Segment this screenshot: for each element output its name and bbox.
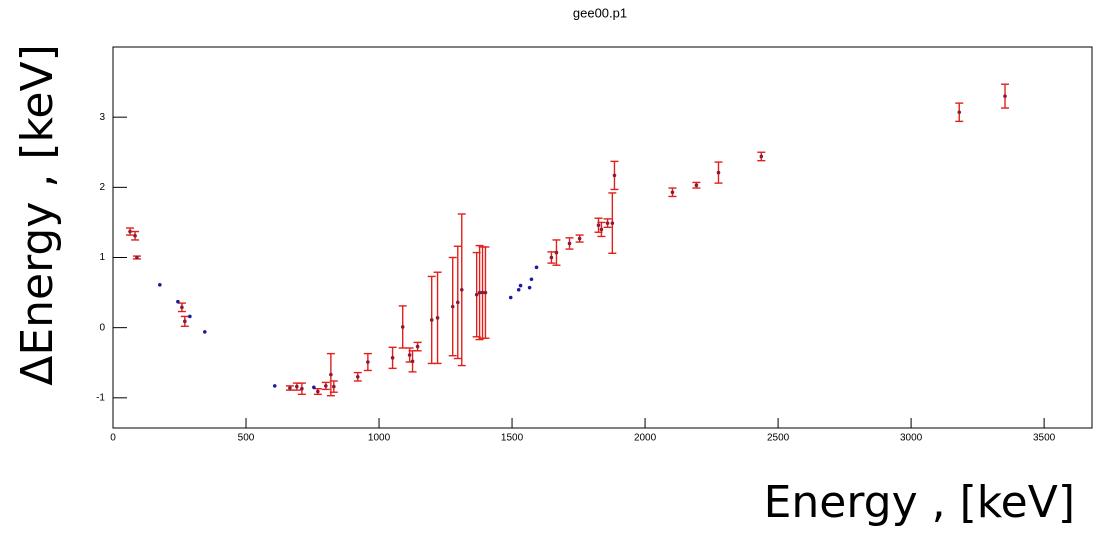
x-tick-label: 1000 (368, 433, 391, 444)
point (694, 183, 699, 188)
x-tick-label: 2000 (634, 433, 657, 444)
x-tick-label: 1500 (501, 433, 524, 444)
x-tick-label: 0 (110, 433, 116, 444)
point (455, 300, 460, 305)
point (312, 385, 316, 390)
point (435, 316, 440, 320)
point (670, 190, 675, 195)
point (577, 236, 582, 241)
point (527, 285, 532, 290)
point (716, 170, 721, 175)
point (480, 290, 485, 295)
y-tick-label: 2 (99, 182, 105, 193)
point (459, 287, 464, 292)
point (508, 295, 513, 300)
point (135, 255, 139, 260)
x-tick-label: 3000 (900, 433, 923, 444)
point (957, 110, 962, 115)
point (355, 374, 360, 379)
point (188, 314, 192, 319)
point (759, 154, 764, 159)
point (180, 305, 184, 310)
point (410, 359, 415, 364)
point (450, 304, 455, 309)
point (567, 241, 572, 246)
point (534, 265, 539, 270)
point (158, 283, 162, 287)
y-tick-label: 1 (99, 252, 105, 263)
x-axis-label: Energy , [keV] (764, 477, 1075, 528)
point (183, 319, 187, 324)
point (605, 221, 610, 225)
point (429, 318, 434, 322)
point (329, 372, 333, 377)
plot-frame (112, 46, 1093, 429)
point (295, 384, 299, 389)
y-tick-label: -1 (96, 392, 105, 403)
point (407, 353, 412, 357)
y-axis-label: ΔEnergy , [keV] (12, 44, 63, 386)
point (610, 221, 615, 225)
point (324, 384, 328, 388)
point (316, 389, 320, 394)
point (366, 360, 370, 364)
point (288, 386, 292, 390)
point (599, 227, 604, 232)
point (474, 292, 479, 297)
point (612, 173, 617, 178)
x-tick-label: 500 (238, 433, 255, 444)
point (128, 229, 132, 234)
point (133, 233, 137, 238)
point (272, 384, 277, 388)
point (176, 299, 180, 304)
point (518, 283, 523, 288)
point (554, 250, 559, 255)
point (332, 384, 336, 389)
point (300, 386, 304, 391)
y-tick-label: 0 (99, 322, 105, 333)
point (529, 277, 534, 282)
point (1003, 94, 1007, 98)
point (390, 356, 395, 360)
point (516, 287, 521, 292)
point (415, 344, 420, 349)
point (596, 223, 601, 228)
x-tick-label: 3500 (1033, 433, 1056, 444)
point (549, 255, 554, 260)
point (400, 325, 405, 329)
point (483, 290, 488, 295)
chart-title: gee00.p1 (573, 5, 627, 20)
point (477, 290, 482, 295)
point (202, 330, 207, 334)
x-tick-label: 2500 (767, 433, 790, 444)
y-tick-label: 3 (99, 112, 105, 123)
